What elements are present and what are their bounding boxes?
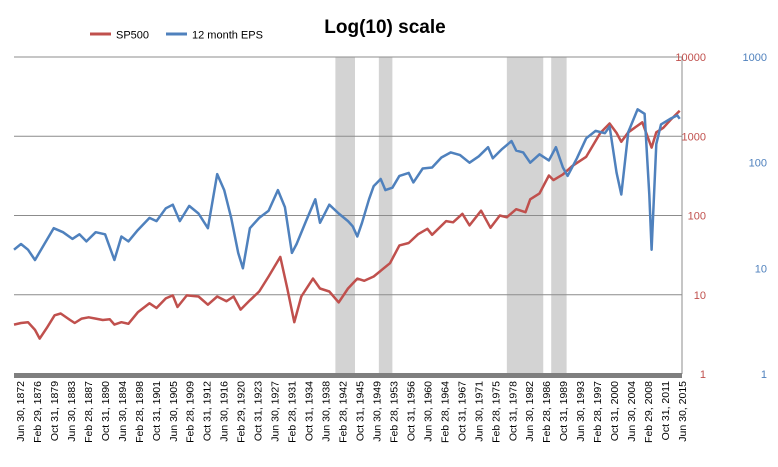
x-tick-label: Feb 29, 1920	[236, 381, 248, 443]
x-tick-label: Oct 31, 1901	[151, 381, 163, 441]
right-axis-tick-label: 100	[749, 158, 767, 170]
left-axis-tick-label: 1	[700, 369, 706, 381]
right-axis-tick-label: 1000	[743, 52, 767, 64]
series-line-sp500	[13, 109, 681, 340]
x-tick-label: Jun 30, 1872	[15, 381, 27, 442]
chart-title: Log(10) scale	[324, 17, 445, 38]
left-axis-tick-label: 10000	[675, 52, 706, 64]
x-tick-label: Oct 31, 1923	[253, 381, 265, 441]
x-tick-label: Feb 28, 1942	[338, 381, 350, 443]
x-tick-label: Jun 30, 1960	[422, 381, 434, 442]
x-tick-label: Feb 29, 1876	[32, 381, 44, 443]
x-tick-label: Oct 31, 1967	[456, 381, 468, 441]
x-tick-label: Oct 31, 1879	[49, 381, 61, 441]
x-tick-label: Jun 30, 1905	[168, 381, 180, 442]
x-tick-label: Jun 30, 1949	[372, 381, 384, 442]
x-tick-label: Oct 31, 2011	[660, 381, 672, 441]
x-tick-label: Oct 31, 1945	[355, 381, 367, 441]
x-tick-label: Jun 30, 1982	[524, 381, 536, 442]
right-axis-tick-label: 1	[761, 369, 767, 381]
x-axis-band	[14, 373, 682, 378]
left-axis-tick-label: 10	[694, 290, 706, 302]
x-tick-label: Feb 28, 1887	[83, 381, 95, 443]
x-tick-label: Jun 30, 1971	[473, 381, 485, 442]
x-tick-label: Feb 28, 1997	[592, 381, 604, 443]
x-tick-label: Oct 31, 1989	[558, 381, 570, 441]
legend-label-sp500: SP500	[116, 30, 149, 42]
x-tick-label: Jun 30, 1916	[219, 381, 231, 442]
legend-label-eps: 12 month EPS	[192, 30, 263, 42]
x-tick-label: Oct 31, 2000	[609, 381, 621, 441]
left-axis-tick-label: 1000	[682, 131, 706, 143]
x-tick-label: Jun 30, 2004	[626, 381, 638, 442]
series-line-eps	[13, 108, 681, 270]
x-tick-label: Feb 28, 1898	[134, 381, 146, 443]
x-tick-label: Feb 28, 1953	[388, 381, 400, 443]
x-tick-label: Jun 30, 1894	[117, 381, 129, 442]
x-tick-label: Oct 31, 1890	[100, 381, 112, 441]
x-tick-label: Oct 31, 1956	[405, 381, 417, 441]
x-tick-label: Jun 30, 1927	[270, 381, 282, 442]
x-tick-label: Feb 28, 1909	[185, 381, 197, 443]
legend: SP500 12 month EPS	[90, 30, 263, 42]
x-tick-label: Feb 28, 1986	[541, 381, 553, 443]
x-tick-label: Feb 28, 1964	[439, 381, 451, 443]
left-axis-tick-label: 100	[688, 211, 706, 223]
x-tick-label: Jun 30, 1938	[321, 381, 333, 442]
x-tick-label: Oct 31, 1978	[507, 381, 519, 441]
x-tick-label: Jun 30, 1883	[66, 381, 78, 442]
x-tick-label: Jun 30, 2015	[677, 381, 689, 442]
right-axis-tick-label: 10	[755, 263, 767, 275]
x-tick-label: Feb 28, 1975	[490, 381, 502, 443]
x-tick-label: Feb 29, 2008	[643, 381, 655, 443]
x-tick-label: Jun 30, 1993	[575, 381, 587, 442]
x-tick-label: Oct 31, 1912	[202, 381, 214, 441]
x-tick-label: Feb 28, 1931	[287, 381, 299, 443]
x-tick-label: Oct 31, 1934	[304, 381, 316, 441]
